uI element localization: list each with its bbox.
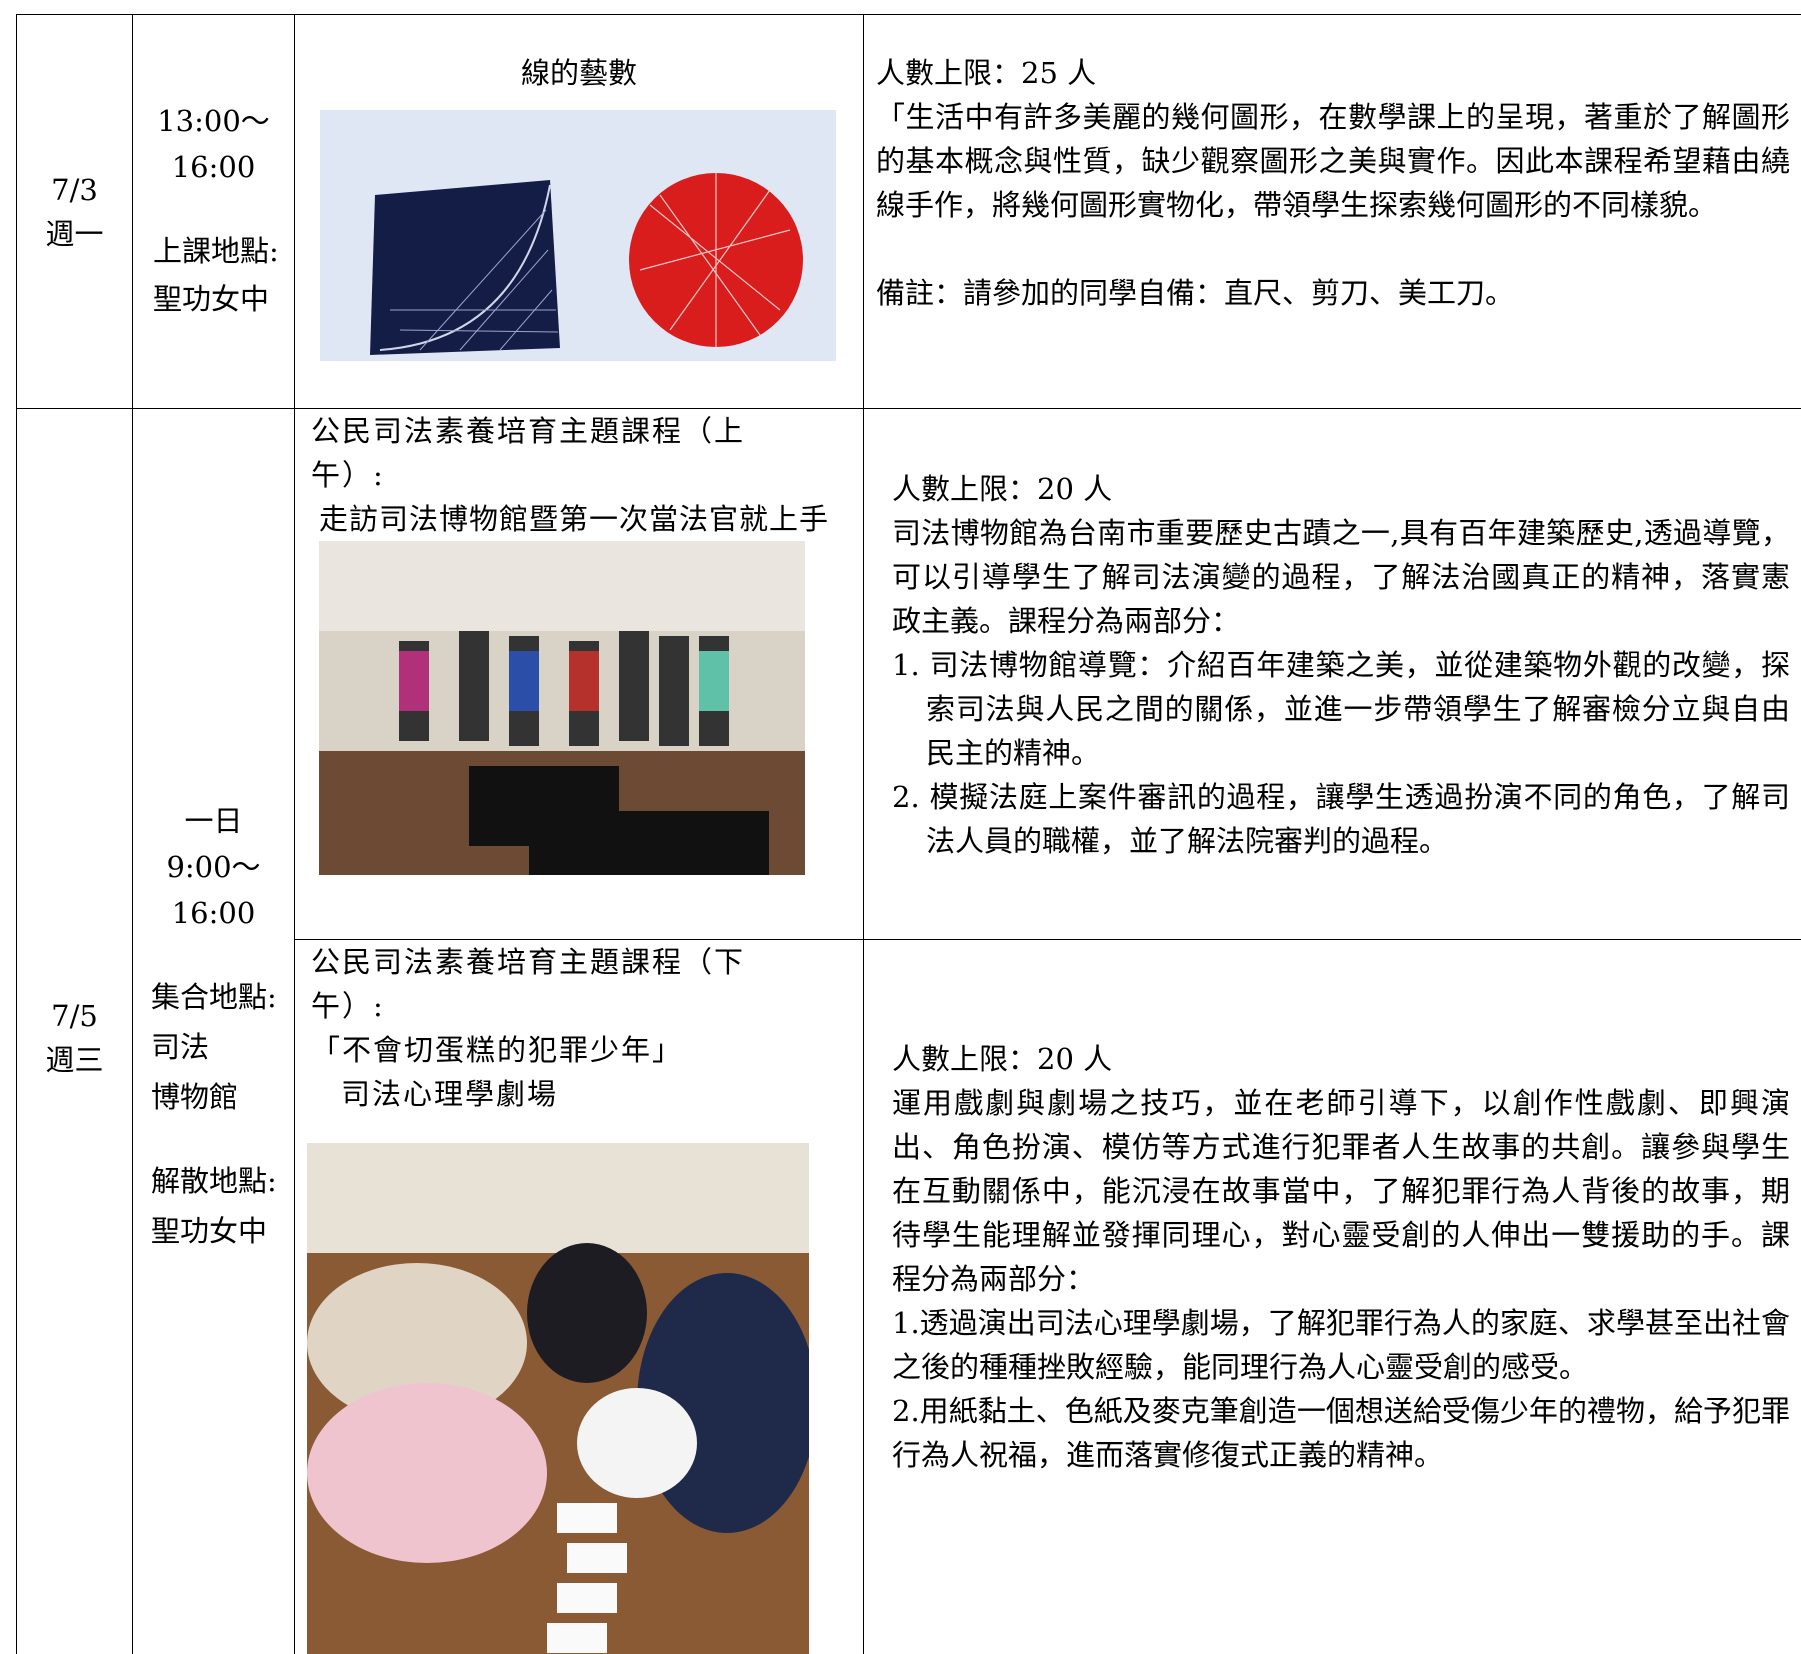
- session-cell: 公民司法素養培育主題課程（下午）: 「不會切蛋糕的犯罪少年」 司法心理學劇場: [294, 939, 864, 1654]
- time-start: 13:00～: [157, 104, 270, 138]
- capacity: 人數上限：20 人: [892, 472, 1113, 506]
- session-cell: 公民司法素養培育主題課程（上午）: 走訪司法博物館暨第一次當法官就上手: [294, 408, 864, 940]
- course-image: [320, 110, 836, 361]
- session-description-cell: 人數上限：20 人 運用戲劇與劇場之技巧，並在老師引導下，以創作性戲劇、即興演出…: [863, 939, 1801, 1654]
- description: 運用戲劇與劇場之技巧，並在老師引導下，以創作性戲劇、即興演出、角色扮演、模仿等方…: [892, 1086, 1790, 1296]
- list-item: 2.用紙黏土、色紙及麥克筆創造一個想送給受傷少年的禮物，給予犯罪行為人祝福，進而…: [892, 1394, 1790, 1472]
- note: 備註：請參加的同學自備：直尺、剪刀、美工刀。: [876, 276, 1515, 310]
- time-end: 16:00: [171, 150, 256, 184]
- date-cell: 7/3 週一: [16, 14, 133, 409]
- location: 聖功女中: [153, 282, 270, 316]
- session-photo: [319, 541, 805, 875]
- dismiss-location: 聖功女中: [151, 1214, 268, 1248]
- course-title: 線的藝數: [520, 56, 637, 90]
- session-subtitle-text: 走訪司法博物館暨第一次當法官就上手: [319, 502, 830, 536]
- time-end: 16:00: [171, 896, 256, 930]
- weekday: 週三: [45, 1043, 104, 1077]
- date: 7/3: [51, 172, 98, 207]
- time-cell: 13:00～ 16:00 上課地點: 聖功女中: [132, 14, 295, 409]
- session-description-cell: 人數上限：20 人 司法博物館為台南市重要歷史古蹟之一,具有百年建築歷史,透過導…: [863, 408, 1801, 940]
- description: 司法博物館為台南市重要歷史古蹟之一,具有百年建築歷史,透過導覽，可以引導學生了解…: [892, 516, 1790, 638]
- course-cell: 線的藝數: [294, 14, 864, 409]
- session-title: 公民司法素養培育主題課程（上午）:: [311, 414, 746, 492]
- dismiss-label: 解散地點:: [151, 1164, 277, 1198]
- meet-label: 集合地點:: [151, 980, 277, 1014]
- capacity: 人數上限：20 人: [892, 1042, 1113, 1076]
- description-cell: 人數上限：25 人 「生活中有許多美麗的幾何圖形，在數學課上的呈現，著重於了解圖…: [863, 14, 1801, 409]
- capacity: 人數上限：25 人: [876, 56, 1097, 90]
- weekday: 週一: [45, 216, 104, 251]
- date-cell: 7/5 週三: [16, 408, 133, 1654]
- list-item: 2. 模擬法庭上案件審訊的過程，讓學生透過扮演不同的角色，了解司法人員的職權，並…: [892, 780, 1790, 858]
- description: 「生活中有許多美麗的幾何圖形，在數學課上的呈現，著重於了解圖形的基本概念與性質，…: [876, 100, 1790, 222]
- list-item: 1.透過演出司法心理學劇場，了解犯罪行為人的家庭、求學甚至出社會之後的種種挫敗經…: [892, 1306, 1790, 1384]
- time-label: 一日: [184, 804, 243, 838]
- meet-location: 博物館: [151, 1080, 239, 1114]
- location-label: 上課地點:: [153, 234, 279, 268]
- session-title: 公民司法素養培育主題課程（下午）:: [311, 945, 746, 1023]
- session-photo: [307, 1143, 809, 1654]
- list-item: 1. 司法博物館導覽：介紹百年建築之美，並從建築物外觀的改變，探索司法與人民之間…: [892, 648, 1790, 770]
- session-subtitle: 走訪司法博物館暨第一次當法官就上手: [311, 497, 839, 875]
- date: 7/5: [51, 999, 98, 1033]
- session-subtitle: 「不會切蛋糕的犯罪少年」: [311, 1033, 684, 1067]
- session-subtitle: 司法心理學劇場: [341, 1077, 559, 1111]
- time-cell: 一日 9:00～ 16:00 集合地點: 司法 博物館 解散地點: 聖功女中: [132, 408, 295, 1654]
- time-start: 9:00～: [166, 850, 261, 884]
- meet-location: 司法: [151, 1030, 210, 1064]
